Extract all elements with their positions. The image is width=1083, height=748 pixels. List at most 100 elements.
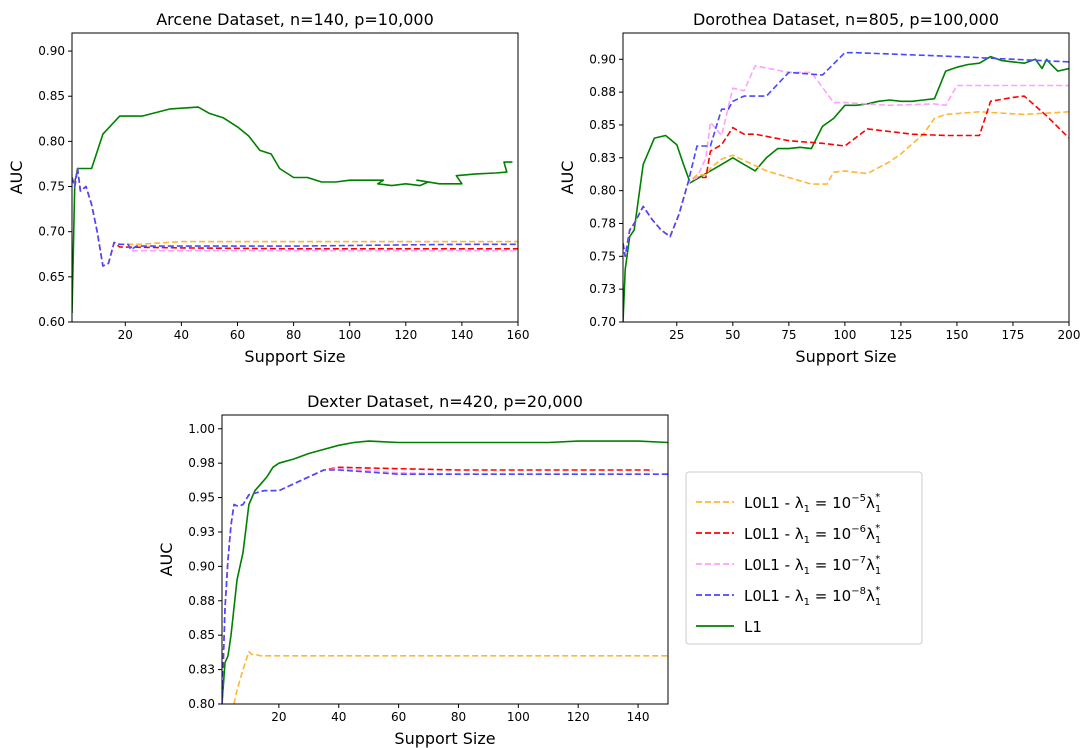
x-tick-label: 200 [1058,328,1081,342]
series-line-L0L1_1e-7 [222,469,668,704]
y-tick-label: 0.90 [188,559,215,573]
legend-equals: = 10 [810,587,851,605]
legend-subscript: 1 [875,535,881,546]
x-tick-label: 25 [669,328,684,342]
series-line-L0L1_1e-5 [234,652,668,704]
axes-frame [623,33,1069,322]
y-tick-label: 0.70 [589,315,616,329]
y-tick-label: 0.78 [589,216,616,230]
axes-frame [222,415,668,704]
legend-star: * [875,492,880,503]
series-line-L0L1_1e-8 [623,53,1069,257]
y-tick-label: 0.80 [38,134,65,148]
chart-title: Dorothea Dataset, n=805, p=100,000 [693,10,999,29]
legend-equals: = 10 [810,494,851,512]
x-tick-label: 20 [118,328,133,342]
series-line-L1 [222,441,668,704]
chart-title: Arcene Dataset, n=140, p=10,000 [156,10,434,29]
x-tick-label: 50 [725,328,740,342]
y-tick-label: 0.93 [188,525,215,539]
x-tick-label: 175 [1002,328,1025,342]
x-tick-label: 60 [391,710,406,724]
x-tick-label: 20 [271,710,286,724]
legend-equals: = 10 [810,525,851,543]
series-line-L0L1_1e-5 [623,112,1069,256]
x-tick-label: 140 [627,710,650,724]
x-axis-label: Support Size [394,729,495,748]
x-tick-label: 140 [450,328,473,342]
x-tick-label: 40 [174,328,189,342]
y-axis-label: AUC [558,161,577,195]
y-tick-label: 0.90 [38,44,65,58]
legend-subscript: 1 [875,504,881,515]
y-tick-label: 0.80 [589,184,616,198]
legend-box [686,472,922,644]
x-tick-label: 40 [331,710,346,724]
y-tick-label: 0.75 [589,249,616,263]
series-line-L0L1_1e-6 [222,467,653,704]
y-tick-label: 0.83 [188,663,215,677]
legend-prefix: L0L1 - λ [744,556,804,574]
legend-prefix: L0L1 - λ [744,525,804,543]
x-tick-label: 60 [230,328,245,342]
y-tick-label: 0.95 [188,491,215,505]
series-group [222,441,668,704]
x-tick-label: 75 [781,328,796,342]
x-tick-label: 80 [286,328,301,342]
legend-prefix: L0L1 - λ [744,587,804,605]
series-line-L1 [72,107,512,313]
y-tick-label: 0.73 [589,282,616,296]
x-tick-label: 120 [567,710,590,724]
chart-panel-dorothea: 25 50 75 100 125 150 175 200 0.70 0.73 0.75 0.78 0.8… [558,10,1080,366]
x-tick-label: 160 [507,328,530,342]
y-axis-label: AUC [7,161,26,195]
y-tick-label: 0.75 [38,180,65,194]
y-tick-label: 0.85 [38,89,65,103]
legend-lambda: λ [866,556,875,574]
legend-star: * [875,523,880,534]
legend-exponent: −7 [851,555,866,566]
x-tick-label: 100 [507,710,530,724]
legend-lambda: λ [866,525,875,543]
series-line-L0L1_1e-8 [222,470,668,704]
chart-title: Dexter Dataset, n=420, p=20,000 [307,392,583,411]
y-tick-label: 0.65 [38,270,65,284]
legend: L0L1 - λ1 = 10−5λ1*L0L1 - λ1 = 10−6λ1*L0… [686,472,922,644]
x-axis-label: Support Size [244,347,345,366]
legend-equals: = 10 [810,556,851,574]
chart-panel-dexter: 20 40 60 80 100 120 140 0.80 0.83 0.85 0.88 0.90 0.9… [157,392,668,748]
y-tick-label: 0.80 [188,697,215,711]
legend-exponent: −5 [851,493,866,504]
y-tick-label: 0.60 [38,315,65,329]
legend-subscript: 1 [875,566,881,577]
legend-lambda: λ [866,587,875,605]
legend-star: * [875,585,880,596]
legend-exponent: −8 [851,586,866,597]
legend-subscript: 1 [875,597,881,608]
chart-panel-arcene: 20 40 60 80 100 120 140 1600.600.650.700.750.80… [7,10,529,366]
y-axis-label: AUC [157,543,176,577]
y-tick-label: 0.90 [589,52,616,66]
legend-prefix: L0L1 - λ [744,494,804,512]
x-tick-label: 100 [338,328,361,342]
legend-star: * [875,554,880,565]
series-line-L0L1_1e-7 [623,66,1069,256]
y-tick-label: 0.70 [38,225,65,239]
series-group [72,107,518,313]
y-tick-label: 0.83 [589,151,616,165]
legend-lambda: λ [866,494,875,512]
x-tick-label: 150 [945,328,968,342]
legend-label-L1: L1 [744,618,762,636]
y-tick-label: 1.00 [188,422,215,436]
x-tick-label: 100 [833,328,856,342]
x-axis-label: Support Size [795,347,896,366]
y-tick-label: 0.88 [188,594,215,608]
y-tick-label: 0.85 [589,118,616,132]
x-tick-label: 125 [889,328,912,342]
legend-exponent: −6 [851,524,866,535]
y-tick-label: 0.98 [188,456,215,470]
y-tick-label: 0.88 [589,85,616,99]
x-tick-label: 80 [451,710,466,724]
series-group [623,53,1069,322]
